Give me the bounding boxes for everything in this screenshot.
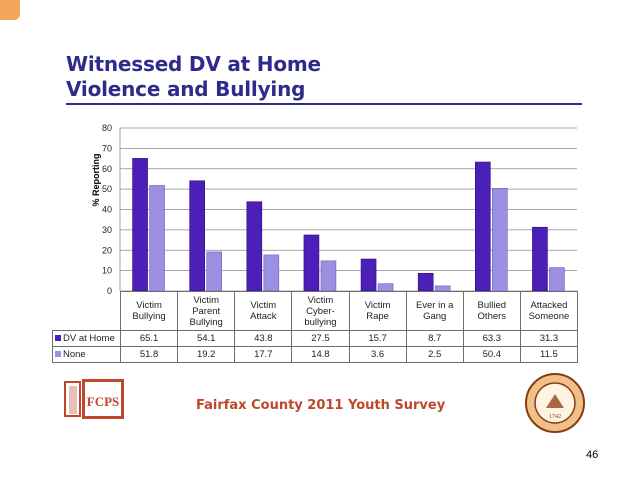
legend-swatch bbox=[55, 351, 61, 358]
fcps-logo-text: FCPS bbox=[87, 394, 120, 409]
y-tick-label: 80 bbox=[102, 123, 112, 133]
y-tick-label: 40 bbox=[102, 205, 112, 215]
bar-none bbox=[320, 260, 337, 292]
x-category-label: Victim Cyber-bullying bbox=[291, 291, 350, 331]
data-label: 27.5 bbox=[291, 330, 350, 347]
bar-none bbox=[149, 185, 165, 292]
bar-dv-at-home bbox=[417, 272, 434, 292]
x-category-label: Ever in a Gang bbox=[405, 291, 464, 331]
bar-none bbox=[549, 267, 565, 292]
x-category-label: Victim Parent Bullying bbox=[177, 291, 236, 331]
data-label: 19.2 bbox=[177, 346, 236, 363]
bar-dv-at-home bbox=[360, 258, 377, 292]
x-category-label: Victim Rape bbox=[348, 291, 407, 331]
data-label: 8.7 bbox=[405, 330, 464, 347]
x-category-label: Bullied Others bbox=[462, 291, 521, 331]
bar-none bbox=[492, 188, 508, 292]
data-label: 17.7 bbox=[234, 346, 293, 363]
table-row: None 51.8 19.2 17.7 14.8 3.6 2.5 50.4 11.5 bbox=[52, 346, 579, 363]
legend-swatch bbox=[55, 335, 61, 342]
table-row: DV at Home 65.1 54.1 43.8 27.5 15.7 8.7 63.3 31.… bbox=[52, 330, 579, 347]
data-label: 50.4 bbox=[462, 346, 521, 363]
data-label: 51.8 bbox=[119, 346, 179, 363]
bar-none bbox=[377, 283, 394, 292]
bar-none bbox=[206, 251, 222, 292]
data-label: 65.1 bbox=[119, 330, 179, 347]
data-label: 11.5 bbox=[519, 346, 579, 363]
page-number: 46 bbox=[586, 449, 599, 461]
title-line-1: Witnessed DV at Home bbox=[66, 52, 321, 76]
y-tick-label: 20 bbox=[102, 245, 112, 255]
bar-dv-at-home bbox=[475, 161, 491, 292]
series-legend-key: DV at Home bbox=[52, 330, 121, 347]
data-label: 14.8 bbox=[291, 346, 350, 363]
bar-none bbox=[263, 254, 280, 292]
seal-year: 1742 bbox=[549, 414, 561, 420]
y-tick-label: 60 bbox=[102, 164, 112, 174]
series-legend-key: None bbox=[52, 346, 121, 363]
y-tick-label: 30 bbox=[102, 225, 112, 235]
data-label: 43.8 bbox=[234, 330, 293, 347]
x-category-label: Attacked Someone bbox=[519, 291, 579, 331]
y-tick-label: 0 bbox=[107, 286, 112, 296]
survey-caption: Fairfax County 2011 Youth Survey bbox=[196, 398, 446, 413]
y-tick-label: 10 bbox=[102, 266, 112, 276]
x-category-label: Victim Attack bbox=[234, 291, 293, 331]
data-label: 54.1 bbox=[177, 330, 236, 347]
fcps-logo: FCPS bbox=[64, 379, 124, 419]
x-category-label: Victim Bullying bbox=[119, 291, 179, 331]
data-label: 2.5 bbox=[405, 346, 464, 363]
title-line-2: Violence and Bullying bbox=[66, 77, 306, 101]
bar-dv-at-home bbox=[303, 234, 320, 292]
title-underline bbox=[66, 103, 582, 105]
data-label: 3.6 bbox=[348, 346, 407, 363]
table-corner bbox=[52, 291, 121, 331]
data-table: Victim Bullying Victim Parent Bullying Victim… bbox=[52, 291, 579, 363]
slide-title: Witnessed DV at Home Violence and Bullyi… bbox=[66, 52, 321, 102]
bar-dv-at-home bbox=[532, 226, 548, 292]
data-label: 63.3 bbox=[462, 330, 521, 347]
data-label: 31.3 bbox=[519, 330, 579, 347]
county-seal: 1742 bbox=[525, 373, 585, 433]
corner-icon bbox=[0, 0, 20, 20]
y-tick-label: 50 bbox=[102, 184, 112, 194]
bar-dv-at-home bbox=[246, 201, 263, 292]
y-tick-label: 70 bbox=[102, 143, 112, 153]
bar-dv-at-home bbox=[132, 158, 148, 292]
bar-dv-at-home bbox=[189, 180, 205, 292]
data-label: 15.7 bbox=[348, 330, 407, 347]
